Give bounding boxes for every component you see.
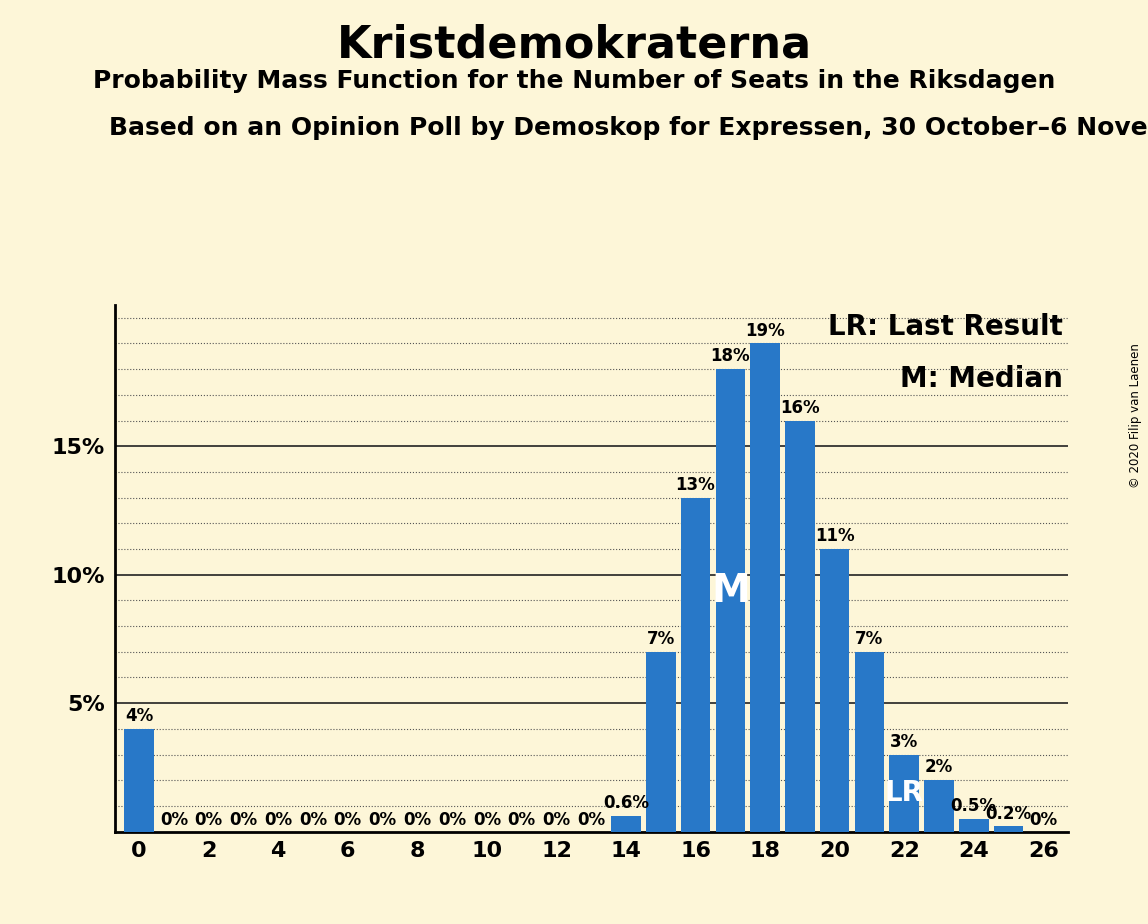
Text: 0%: 0%: [369, 811, 396, 829]
Text: 0.6%: 0.6%: [603, 795, 649, 812]
Bar: [611, 816, 641, 832]
Text: © 2020 Filip van Laenen: © 2020 Filip van Laenen: [1130, 344, 1142, 488]
Text: 0.5%: 0.5%: [951, 796, 996, 815]
Text: Based on an Opinion Poll by Demoskop for Expressen, 30 October–6 November 2018: Based on an Opinion Poll by Demoskop for…: [109, 116, 1148, 140]
Text: 0%: 0%: [160, 811, 188, 829]
Text: 0%: 0%: [1030, 811, 1057, 829]
Text: 0%: 0%: [334, 811, 362, 829]
Text: 0%: 0%: [230, 811, 257, 829]
Text: 16%: 16%: [779, 398, 820, 417]
Bar: [681, 498, 711, 832]
Bar: [890, 755, 920, 832]
Bar: [751, 344, 779, 832]
Text: LR: LR: [885, 779, 924, 807]
Text: 19%: 19%: [745, 322, 785, 340]
Text: 0%: 0%: [195, 811, 223, 829]
Bar: [646, 651, 675, 832]
Text: 7%: 7%: [855, 630, 884, 648]
Text: Probability Mass Function for the Number of Seats in the Riksdagen: Probability Mass Function for the Number…: [93, 69, 1055, 93]
Text: M: Median: M: Median: [900, 366, 1063, 394]
Bar: [854, 651, 884, 832]
Text: 0%: 0%: [507, 811, 536, 829]
Text: Kristdemokraterna: Kristdemokraterna: [336, 23, 812, 67]
Text: 0%: 0%: [473, 811, 501, 829]
Bar: [820, 549, 850, 832]
Text: 0%: 0%: [577, 811, 605, 829]
Text: LR: Last Result: LR: Last Result: [828, 313, 1063, 341]
Text: 0%: 0%: [542, 811, 571, 829]
Bar: [124, 729, 154, 832]
Bar: [924, 780, 954, 832]
Bar: [959, 819, 988, 832]
Text: 7%: 7%: [646, 630, 675, 648]
Text: 4%: 4%: [125, 707, 154, 725]
Text: 3%: 3%: [890, 733, 918, 750]
Bar: [715, 370, 745, 832]
Text: 2%: 2%: [925, 759, 953, 776]
Text: M: M: [711, 572, 750, 610]
Text: 0.2%: 0.2%: [985, 805, 1032, 822]
Bar: [994, 826, 1023, 832]
Text: 0%: 0%: [264, 811, 293, 829]
Text: 18%: 18%: [711, 347, 750, 365]
Text: 0%: 0%: [439, 811, 466, 829]
Text: 0%: 0%: [298, 811, 327, 829]
Text: 11%: 11%: [815, 527, 854, 545]
Text: 0%: 0%: [403, 811, 432, 829]
Text: 13%: 13%: [676, 476, 715, 493]
Bar: [785, 420, 815, 832]
